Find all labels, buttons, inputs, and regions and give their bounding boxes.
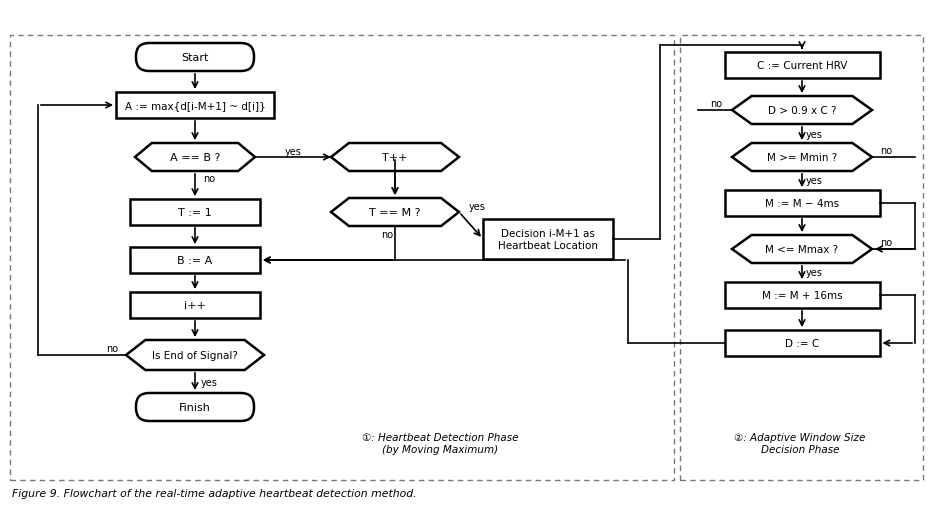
Text: yes: yes: [469, 201, 486, 212]
Text: yes: yes: [285, 147, 302, 157]
Text: Figure 9. Flowchart of the real-time adaptive heartbeat detection method.: Figure 9. Flowchart of the real-time ada…: [12, 488, 417, 498]
Text: no: no: [880, 237, 892, 247]
Polygon shape: [732, 144, 872, 172]
Text: M <= Mmax ?: M <= Mmax ?: [766, 244, 839, 255]
Text: yes: yes: [805, 176, 823, 186]
Bar: [680, 36, 923, 480]
Text: M >= Mmin ?: M >= Mmin ?: [767, 153, 837, 163]
Text: Finish: Finish: [179, 402, 211, 412]
FancyBboxPatch shape: [136, 44, 254, 72]
Text: D := C: D := C: [785, 338, 819, 348]
Text: no: no: [381, 230, 393, 239]
Polygon shape: [732, 97, 872, 125]
FancyBboxPatch shape: [136, 393, 254, 421]
Text: no: no: [106, 343, 118, 354]
Text: yes: yes: [805, 268, 823, 278]
Text: C := Current HRV: C := Current HRV: [757, 61, 847, 71]
Bar: [725, 190, 880, 217]
Text: T == M ?: T == M ?: [369, 208, 420, 218]
Text: no: no: [880, 146, 892, 156]
Polygon shape: [126, 340, 264, 370]
Bar: [130, 292, 260, 318]
Text: T := 1: T := 1: [178, 208, 212, 218]
Text: yes: yes: [805, 129, 823, 139]
Text: A := max{d[i-M+1] ~ d[i]}: A := max{d[i-M+1] ~ d[i]}: [124, 101, 265, 111]
Text: i++: i++: [184, 300, 205, 311]
Polygon shape: [331, 144, 459, 172]
Text: Start: Start: [181, 53, 208, 63]
Text: A == B ?: A == B ?: [170, 153, 220, 163]
Polygon shape: [732, 235, 872, 264]
Text: B := A: B := A: [177, 256, 213, 266]
Text: ①: Heartbeat Detection Phase
(by Moving Maximum): ①: Heartbeat Detection Phase (by Moving …: [361, 432, 518, 454]
Text: D > 0.9 x C ?: D > 0.9 x C ?: [768, 106, 836, 116]
Text: ②: Adaptive Window Size
Decision Phase: ②: Adaptive Window Size Decision Phase: [734, 432, 866, 454]
Bar: [130, 247, 260, 274]
Bar: [10, 36, 674, 480]
Bar: [725, 53, 880, 79]
Text: yes: yes: [201, 377, 218, 387]
Bar: [130, 199, 260, 226]
Text: M := M + 16ms: M := M + 16ms: [762, 290, 842, 300]
Polygon shape: [135, 144, 255, 172]
Text: no: no: [203, 174, 215, 184]
Bar: [725, 330, 880, 357]
Text: T++: T++: [382, 153, 408, 163]
Bar: [483, 220, 613, 260]
Text: no: no: [710, 99, 722, 109]
Text: M := M − 4ms: M := M − 4ms: [765, 198, 839, 209]
Polygon shape: [331, 198, 459, 227]
Bar: [116, 93, 274, 119]
Bar: [725, 282, 880, 309]
Text: Decision i-M+1 as
Heartbeat Location: Decision i-M+1 as Heartbeat Location: [498, 229, 598, 250]
Text: Is End of Signal?: Is End of Signal?: [152, 350, 238, 360]
